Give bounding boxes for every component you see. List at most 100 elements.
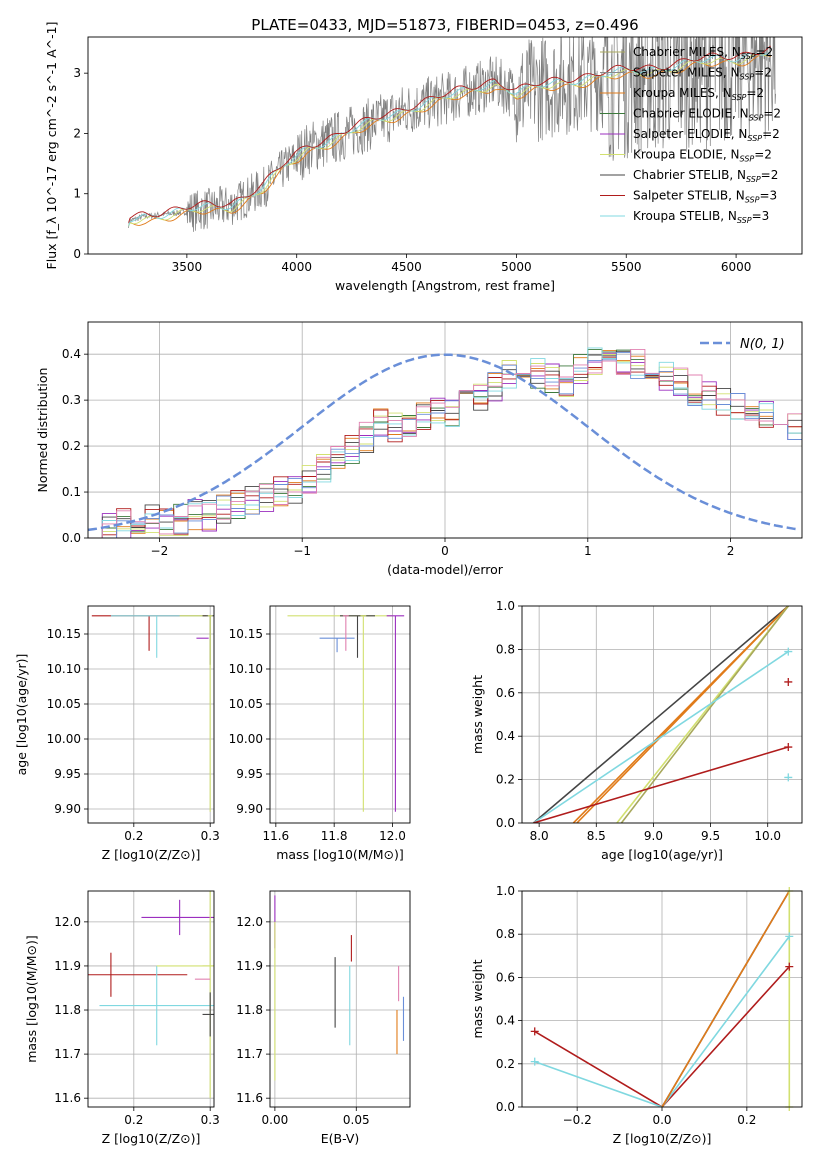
legend-name: Kroupa MILES, N — [633, 86, 732, 100]
y-tick-label: 0.0 — [496, 1100, 515, 1114]
weight-marker — [785, 932, 794, 941]
x-tick-label: −1 — [293, 544, 311, 558]
legend-entry: Salpeter ELODIE, NSSP=2 — [633, 127, 780, 143]
weight-line — [532, 650, 789, 823]
figure-title: PLATE=0433, MJD=51873, FIBERID=0453, z=0… — [251, 16, 638, 34]
legend-name: Chabrier ELODIE, N — [633, 107, 749, 121]
y-tick-label: 1.0 — [496, 884, 515, 898]
observed-spectrum — [128, 37, 776, 232]
weight-line — [576, 606, 789, 823]
residual-histogram — [88, 352, 802, 538]
residual-histogram — [88, 347, 802, 538]
x-tick-label: 0.2 — [124, 829, 143, 843]
y-tick-label: 10.10 — [47, 662, 81, 676]
residual-histogram — [88, 348, 802, 538]
y-tick-label: 11.8 — [54, 1003, 81, 1017]
panel-mass_weight_vs_age: 8.0 8.5 9.0 9.5 10.0 0.0 0.2 0.4 0.6 0.8 1.0 age [l… — [470, 599, 803, 862]
x-tick-label: 0.05 — [343, 1113, 370, 1127]
y-tick-label: 9.95 — [54, 767, 81, 781]
panel-age_vs_mass: 11.6 11.8 12.0 9.90 9.95 10.00 10.05 10.10 10.15… — [229, 605, 411, 862]
weight-marker — [530, 1057, 539, 1066]
legend-entry: Chabrier MILES, NSSP=2 — [633, 45, 773, 61]
y-tick-label: 10.05 — [229, 697, 263, 711]
y-tick-label: 0.6 — [496, 686, 515, 700]
y-tick-label: 9.95 — [236, 767, 263, 781]
y-tick-label: 0.4 — [496, 729, 515, 743]
x-tick-label: 5000 — [501, 260, 532, 274]
legend-count: =2 — [755, 45, 773, 59]
x-tick-label: 12.0 — [379, 829, 406, 843]
model-spectrum — [128, 45, 771, 223]
axes-frame — [521, 890, 803, 1108]
weight-line — [534, 935, 790, 1107]
y-tick-label: 0.3 — [62, 393, 81, 407]
weight-marker — [784, 677, 793, 686]
weight-marker — [530, 1027, 539, 1036]
panel-residuals: −2 −1 0 1 2 0.0 0.1 0.2 0.3 0.4 (data-model)/error… — [35, 321, 803, 577]
y-tick-label: 11.8 — [236, 1003, 263, 1017]
x-tick-label: 6000 — [721, 260, 752, 274]
x-tick-label: 9.5 — [701, 829, 720, 843]
x-tick-label: 9.0 — [644, 829, 663, 843]
y-tick-label: 9.90 — [54, 802, 81, 816]
y-axis-label: mass [log10(M/M⊙)] — [24, 935, 39, 1063]
legend-count: =3 — [752, 209, 770, 223]
legend-entry: N(0, 1) — [740, 337, 785, 352]
y-tick-label: 12.0 — [236, 915, 263, 929]
legend-count: =2 — [754, 66, 772, 80]
y-tick-label: 0.2 — [496, 1057, 515, 1071]
y-tick-label: 11.6 — [236, 1091, 263, 1105]
y-tick-label: 0.4 — [62, 347, 81, 361]
y-axis-label: Normed distribution — [35, 368, 50, 493]
y-tick-label: 11.9 — [54, 959, 81, 973]
weight-marker — [784, 647, 793, 656]
x-tick-label: 11.8 — [321, 829, 348, 843]
y-axis-label: mass weight — [470, 959, 485, 1038]
legend-name: Chabrier MILES, N — [633, 45, 741, 59]
plot-area-mass_weight_vs_Z — [534, 891, 791, 1107]
legend-subscript: SSP — [741, 52, 756, 61]
x-tick-label: 5500 — [611, 260, 642, 274]
legend-name: Salpeter ELODIE, N — [633, 127, 747, 141]
weight-marker — [785, 962, 794, 971]
legend-name: Chabrier STELIB, N — [633, 168, 746, 182]
y-tick-label: 11.9 — [236, 959, 263, 973]
x-tick-label: −0.2 — [563, 1113, 592, 1127]
x-tick-label: 8.5 — [587, 829, 606, 843]
weight-line — [533, 746, 789, 823]
y-tick-label: 0.0 — [496, 816, 515, 830]
y-tick-label: 0 — [73, 247, 81, 261]
panel-spectrum: 3500 4000 4500 5000 5500 6000 0 1 2 3 wavelength [… — [44, 22, 803, 293]
x-tick-label: 4500 — [391, 260, 422, 274]
legend-entry: Chabrier STELIB, NSSP=2 — [633, 168, 778, 184]
x-tick-label: 0.3 — [201, 1113, 220, 1127]
residual-histogram — [88, 352, 802, 538]
x-axis-label: (data-model)/error — [387, 562, 504, 577]
legend-count: =2 — [762, 127, 780, 141]
legend-count: =2 — [763, 107, 781, 121]
x-tick-label: 11.6 — [262, 829, 289, 843]
residual-histogram — [88, 350, 802, 538]
residual-histogram — [88, 356, 802, 538]
weight-line — [532, 606, 789, 823]
x-tick-label: 4000 — [281, 260, 312, 274]
panel-age_vs_Z: 0.2 0.3 9.90 9.95 10.00 10.05 10.10 10.15 Z [log… — [14, 605, 220, 862]
legend-subscript: SSP — [737, 216, 752, 225]
x-axis-label: wavelength [Angstrom, rest frame] — [335, 278, 555, 293]
legend-subscript: SSP — [740, 155, 755, 164]
legend-name: Salpeter MILES, N — [633, 66, 740, 80]
axes-frame — [269, 605, 411, 824]
weight-marker — [784, 743, 793, 752]
legend-entry: Chabrier ELODIE, NSSP=2 — [633, 107, 781, 123]
y-axis-label: age [log10(age/yr)] — [14, 654, 29, 776]
y-tick-label: 0.6 — [496, 970, 515, 984]
weight-marker — [784, 773, 793, 782]
x-tick-label: 0.3 — [201, 829, 220, 843]
x-tick-label: 1 — [584, 544, 592, 558]
y-tick-label: 10.15 — [229, 627, 263, 641]
legend-subscript: SSP — [732, 93, 747, 102]
legend-name: Kroupa ELODIE, N — [633, 148, 740, 162]
y-tick-label: 0.2 — [62, 439, 81, 453]
legend-subscript: SSP — [740, 73, 755, 82]
